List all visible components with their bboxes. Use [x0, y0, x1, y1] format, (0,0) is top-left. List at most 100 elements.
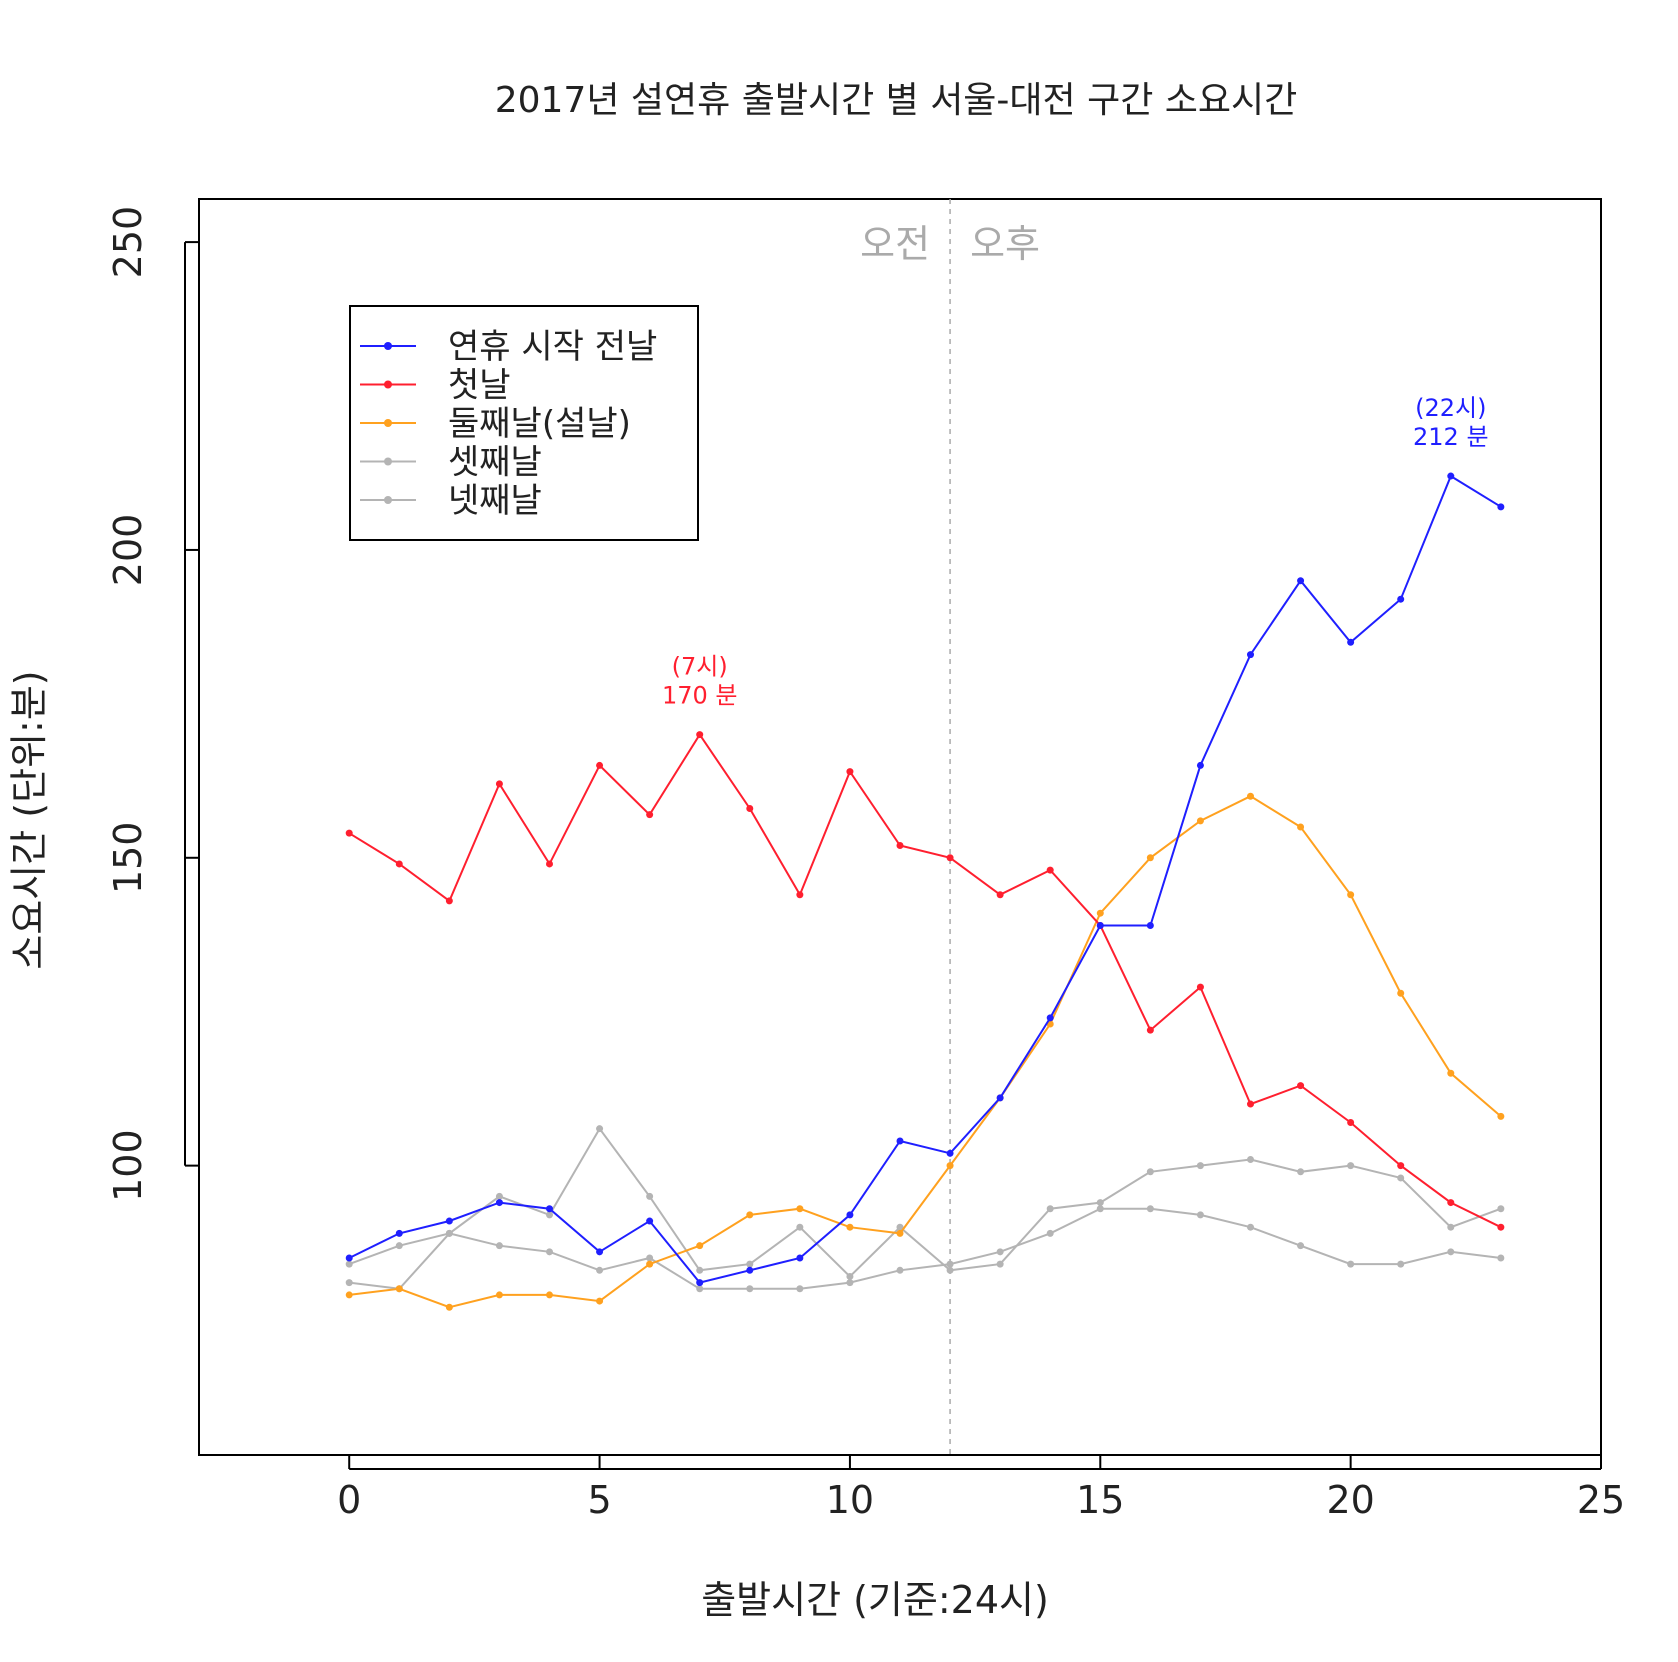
data-point [796, 1223, 804, 1231]
data-point [546, 1291, 553, 1299]
data-point [696, 731, 704, 739]
annotation-time: (7시) [672, 653, 728, 681]
data-point [1096, 909, 1104, 917]
data-point [1347, 638, 1355, 646]
data-point [495, 1291, 503, 1299]
data-point [1046, 1229, 1054, 1237]
series-1 [345, 472, 1505, 1287]
annotation-value: 212 분 [1413, 423, 1489, 451]
y-tick-label: 200 [106, 514, 150, 587]
data-point [1497, 1223, 1505, 1231]
data-point [1297, 1242, 1305, 1250]
data-point [1297, 823, 1305, 831]
data-point [1447, 472, 1455, 480]
data-point [796, 1285, 804, 1293]
x-axis-label: 출발시간 (기준:24시) [701, 1578, 1049, 1622]
data-point [896, 841, 904, 849]
legend-item: 연휴 시작 전날 [360, 327, 657, 367]
data-point [345, 829, 353, 837]
data-point [996, 1094, 1004, 1102]
data-point [1447, 1248, 1455, 1256]
series-line [349, 795, 1502, 1309]
x-tick-label: 0 [337, 1478, 361, 1522]
data-point [696, 1266, 704, 1274]
data-point [696, 1279, 704, 1287]
data-point [996, 1260, 1004, 1268]
series-5 [345, 1205, 1505, 1293]
data-point [1347, 1162, 1355, 1170]
data-point [996, 1248, 1004, 1256]
data-point [445, 1217, 453, 1225]
data-point [1497, 1254, 1505, 1262]
series-line [348, 474, 1502, 1284]
data-point [646, 1217, 654, 1225]
data-point [896, 1137, 904, 1145]
data-point [596, 1125, 604, 1133]
data-point [495, 1192, 503, 1200]
data-point [646, 811, 654, 819]
data-point [796, 891, 804, 899]
series-4 [345, 1125, 1505, 1293]
data-point [1196, 1211, 1204, 1219]
data-point [896, 1266, 904, 1274]
data-point [445, 897, 453, 905]
legend-label: 둘째날(설날) [448, 404, 631, 444]
data-point [746, 1260, 754, 1268]
data-point [495, 780, 503, 788]
data-point [1497, 1205, 1505, 1213]
data-point [1146, 854, 1154, 862]
data-point [596, 1248, 604, 1256]
data-point [1397, 1174, 1405, 1182]
data-point [1397, 1260, 1405, 1268]
data-point [1247, 1155, 1254, 1163]
y-axis-label: 소요시간 (단위:분) [7, 670, 51, 969]
x-tick-label: 5 [587, 1478, 611, 1522]
data-point [596, 1266, 604, 1274]
legend-marker [384, 457, 392, 466]
legend-item: 셋째날 [360, 443, 542, 483]
data-point [1297, 1168, 1305, 1176]
data-point [1347, 891, 1355, 899]
legend-marker [384, 419, 392, 427]
plot-area: 0 5 10 15 20 25 100 150 200 250 오전 오후 (7시)170 분 (22시)… [106, 198, 1625, 1522]
annotation-value: 170 분 [662, 682, 738, 710]
data-point [946, 1149, 954, 1157]
series-2 [345, 731, 1505, 1231]
data-point [546, 1211, 553, 1219]
data-point [1347, 1119, 1355, 1127]
series-line [349, 1126, 1502, 1290]
data-point [1247, 651, 1254, 659]
legend-label: 연휴 시작 전날 [448, 327, 657, 367]
data-point [746, 805, 754, 813]
legend-item: 둘째날(설날) [360, 404, 631, 444]
data-point [495, 1199, 503, 1207]
data-point [345, 1291, 353, 1299]
data-point [546, 1205, 553, 1213]
legend-item: 첫날 [360, 366, 511, 406]
data-point [946, 1260, 954, 1268]
data-point [1247, 792, 1254, 800]
data-point [1347, 1260, 1355, 1268]
data-point [746, 1285, 754, 1293]
data-point [1096, 1205, 1104, 1213]
legend-label: 첫날 [448, 366, 511, 406]
data-point [1447, 1223, 1455, 1231]
data-point [1497, 503, 1505, 511]
series-line [348, 732, 1502, 1229]
chart-title: 2017년 설연휴 출발시간 별 서울-대전 구간 소요시간 [495, 80, 1298, 121]
legend-marker [384, 380, 392, 389]
data-point [1247, 1100, 1254, 1108]
legend-label: 넷째날 [448, 481, 542, 521]
data-point [395, 1242, 403, 1250]
data-point [1046, 1205, 1054, 1213]
data-point [1096, 922, 1104, 930]
legend-item: 넷째날 [360, 481, 542, 521]
data-point [495, 1242, 503, 1250]
data-point [546, 860, 553, 868]
legend-label: 셋째날 [448, 443, 542, 483]
x-tick-label: 10 [826, 1478, 874, 1522]
data-point [646, 1192, 654, 1200]
data-point [345, 1279, 353, 1287]
